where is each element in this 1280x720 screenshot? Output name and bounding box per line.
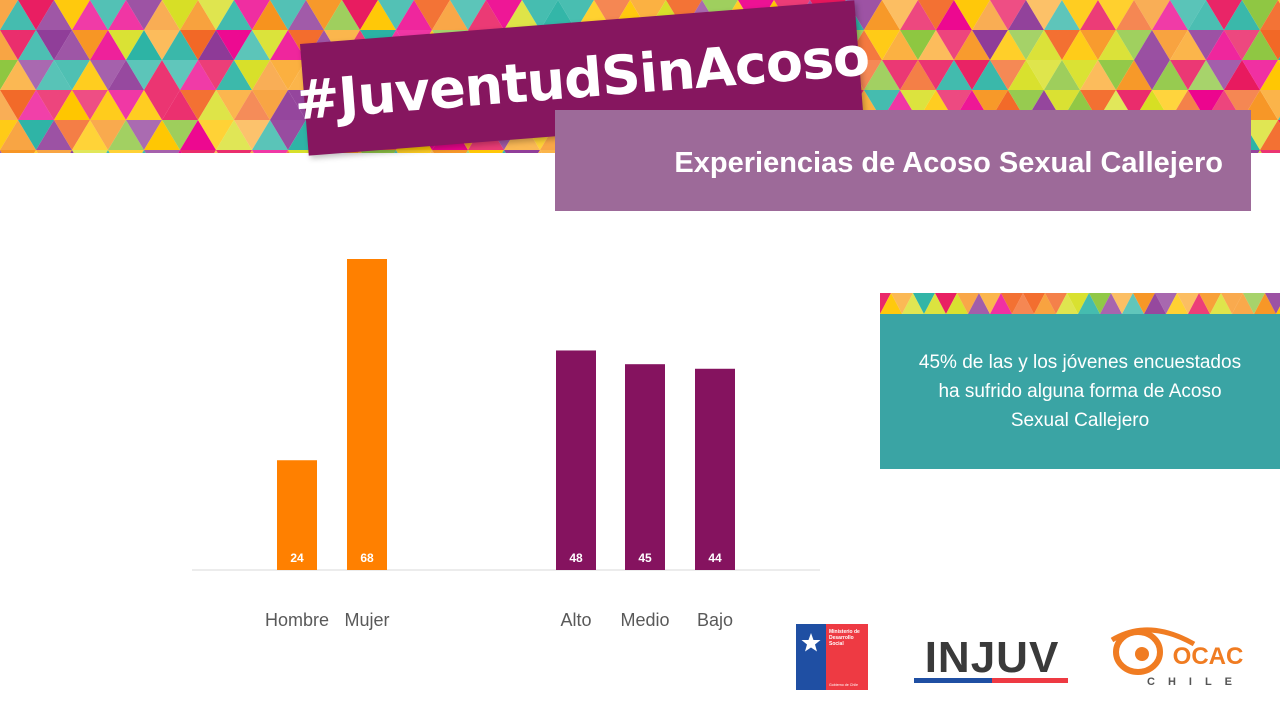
logo-gob-line-2: Desarrollo [829,635,854,641]
subtitle-box: Experiencias de Acoso Sexual Callejero [555,110,1251,211]
bar-value-label: 68 [360,551,374,565]
bar-group: 24 68 48 45 44 [277,259,735,570]
info-box: 45% de las y los jóvenes encuestados ha … [880,314,1280,469]
ministerio-desarrollo-social-logo: Ministerio de Desarrollo Social Gobierno… [796,624,868,690]
injuv-logo-text: INJUV [925,633,1060,682]
x-tick-label: Bajo [697,610,733,630]
ocac-logo-subtext: CHILE [1147,676,1245,688]
star-icon [801,633,821,652]
bar-value-label: 48 [569,551,583,565]
x-tick-label: Alto [560,610,591,630]
bar-medio [625,364,665,570]
bar-value-label: 45 [638,551,652,565]
logo-gob-line-3: Social [829,641,844,647]
bar-hombre [277,460,317,570]
page-subtitle: Experiencias de Acoso Sexual Callejero [674,147,1223,179]
info-text: 45% de las y los jóvenes encuestados ha … [918,352,1242,431]
info-panel: 45% de las y los jóvenes encuestados ha … [880,293,1280,469]
ocac-logo-text: OCAC [1173,643,1244,670]
bar-alto [556,350,596,570]
logo-gob-line-1: Ministerio de [829,629,860,635]
x-tick-label: Mujer [344,610,389,630]
bar-mujer [347,259,387,570]
x-tick-label: Hombre [265,610,329,630]
x-tick-label: Medio [620,610,669,630]
bar-chart: 24 68 48 45 44 Hombre Mujer Alto Medio Bajo [192,259,820,630]
bar-bajo [695,368,735,570]
ocac-chile-logo: OCAC CHILE [1110,627,1245,688]
bar-value-label: 24 [290,551,304,565]
bar-value-label: 44 [708,551,722,565]
logo-gob-footer: Gobierno de Chile [829,683,858,687]
triangle-pattern-strip [880,293,1280,314]
injuv-logo: INJUV [914,633,1068,683]
